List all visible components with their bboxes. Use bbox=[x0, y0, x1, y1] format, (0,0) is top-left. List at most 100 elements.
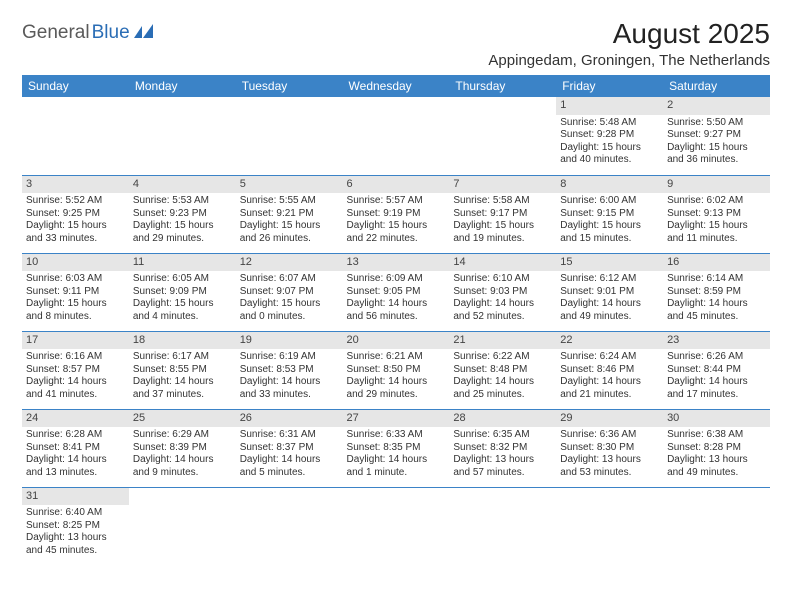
day-line-d1: Daylight: 15 hours bbox=[667, 220, 766, 233]
flag-icon bbox=[134, 24, 154, 43]
day-number: 7 bbox=[449, 176, 556, 194]
day-line-sr: Sunrise: 6:40 AM bbox=[26, 507, 125, 520]
day-line-ss: Sunset: 9:11 PM bbox=[26, 286, 125, 299]
day-number: 13 bbox=[343, 254, 450, 272]
day-line-d2: and 45 minutes. bbox=[26, 545, 125, 558]
day-line-ss: Sunset: 9:28 PM bbox=[560, 129, 659, 142]
day-content: Sunrise: 6:40 AMSunset: 8:25 PMDaylight:… bbox=[22, 505, 129, 559]
day-number: 5 bbox=[236, 176, 343, 194]
day-line-d1: Daylight: 14 hours bbox=[667, 298, 766, 311]
day-number: 3 bbox=[22, 176, 129, 194]
day-line-ss: Sunset: 9:03 PM bbox=[453, 286, 552, 299]
day-line-ss: Sunset: 8:35 PM bbox=[347, 442, 446, 455]
day-line-ss: Sunset: 9:25 PM bbox=[26, 208, 125, 221]
day-number: 28 bbox=[449, 410, 556, 428]
calendar-cell: 15Sunrise: 6:12 AMSunset: 9:01 PMDayligh… bbox=[556, 253, 663, 331]
calendar-cell bbox=[343, 97, 450, 175]
day-content: Sunrise: 5:50 AMSunset: 9:27 PMDaylight:… bbox=[663, 115, 770, 169]
calendar-cell bbox=[236, 97, 343, 175]
day-content: Sunrise: 6:03 AMSunset: 9:11 PMDaylight:… bbox=[22, 271, 129, 325]
calendar-cell bbox=[129, 487, 236, 565]
day-line-d2: and 52 minutes. bbox=[453, 311, 552, 324]
calendar-cell: 4Sunrise: 5:53 AMSunset: 9:23 PMDaylight… bbox=[129, 175, 236, 253]
day-content: Sunrise: 6:36 AMSunset: 8:30 PMDaylight:… bbox=[556, 427, 663, 481]
day-header: Saturday bbox=[663, 75, 770, 97]
day-line-sr: Sunrise: 6:29 AM bbox=[133, 429, 232, 442]
day-number: 21 bbox=[449, 332, 556, 350]
day-line-d2: and 49 minutes. bbox=[560, 311, 659, 324]
day-line-d1: Daylight: 14 hours bbox=[453, 298, 552, 311]
day-line-sr: Sunrise: 5:58 AM bbox=[453, 195, 552, 208]
day-content: Sunrise: 5:55 AMSunset: 9:21 PMDaylight:… bbox=[236, 193, 343, 247]
calendar-week-row: 31Sunrise: 6:40 AMSunset: 8:25 PMDayligh… bbox=[22, 487, 770, 565]
day-line-sr: Sunrise: 6:31 AM bbox=[240, 429, 339, 442]
day-number: 18 bbox=[129, 332, 236, 350]
calendar-cell: 3Sunrise: 5:52 AMSunset: 9:25 PMDaylight… bbox=[22, 175, 129, 253]
day-line-ss: Sunset: 9:17 PM bbox=[453, 208, 552, 221]
day-line-sr: Sunrise: 6:17 AM bbox=[133, 351, 232, 364]
day-line-sr: Sunrise: 5:48 AM bbox=[560, 117, 659, 130]
day-content: Sunrise: 6:29 AMSunset: 8:39 PMDaylight:… bbox=[129, 427, 236, 481]
calendar-cell: 7Sunrise: 5:58 AMSunset: 9:17 PMDaylight… bbox=[449, 175, 556, 253]
day-line-ss: Sunset: 9:27 PM bbox=[667, 129, 766, 142]
calendar-cell: 5Sunrise: 5:55 AMSunset: 9:21 PMDaylight… bbox=[236, 175, 343, 253]
day-number: 20 bbox=[343, 332, 450, 350]
day-line-d1: Daylight: 14 hours bbox=[240, 454, 339, 467]
day-line-sr: Sunrise: 5:57 AM bbox=[347, 195, 446, 208]
day-content: Sunrise: 6:26 AMSunset: 8:44 PMDaylight:… bbox=[663, 349, 770, 403]
day-content: Sunrise: 5:52 AMSunset: 9:25 PMDaylight:… bbox=[22, 193, 129, 247]
day-line-d1: Daylight: 13 hours bbox=[667, 454, 766, 467]
day-line-d2: and 37 minutes. bbox=[133, 389, 232, 402]
day-line-ss: Sunset: 8:30 PM bbox=[560, 442, 659, 455]
calendar-cell: 19Sunrise: 6:19 AMSunset: 8:53 PMDayligh… bbox=[236, 331, 343, 409]
day-line-d2: and 41 minutes. bbox=[26, 389, 125, 402]
day-number: 27 bbox=[343, 410, 450, 428]
day-line-d2: and 13 minutes. bbox=[26, 467, 125, 480]
day-content: Sunrise: 6:07 AMSunset: 9:07 PMDaylight:… bbox=[236, 271, 343, 325]
day-header: Thursday bbox=[449, 75, 556, 97]
day-line-d2: and 21 minutes. bbox=[560, 389, 659, 402]
day-number: 24 bbox=[22, 410, 129, 428]
day-content: Sunrise: 5:57 AMSunset: 9:19 PMDaylight:… bbox=[343, 193, 450, 247]
day-line-d1: Daylight: 14 hours bbox=[240, 376, 339, 389]
day-line-sr: Sunrise: 5:50 AM bbox=[667, 117, 766, 130]
day-content: Sunrise: 6:28 AMSunset: 8:41 PMDaylight:… bbox=[22, 427, 129, 481]
day-line-d2: and 33 minutes. bbox=[26, 233, 125, 246]
day-line-d1: Daylight: 15 hours bbox=[667, 142, 766, 155]
day-header: Friday bbox=[556, 75, 663, 97]
calendar-cell: 24Sunrise: 6:28 AMSunset: 8:41 PMDayligh… bbox=[22, 409, 129, 487]
day-number: 31 bbox=[22, 488, 129, 506]
day-number: 8 bbox=[556, 176, 663, 194]
day-line-d1: Daylight: 14 hours bbox=[347, 376, 446, 389]
day-content: Sunrise: 6:16 AMSunset: 8:57 PMDaylight:… bbox=[22, 349, 129, 403]
day-line-ss: Sunset: 8:28 PM bbox=[667, 442, 766, 455]
day-number: 30 bbox=[663, 410, 770, 428]
day-line-sr: Sunrise: 5:53 AM bbox=[133, 195, 232, 208]
day-line-d2: and 19 minutes. bbox=[453, 233, 552, 246]
day-line-ss: Sunset: 8:50 PM bbox=[347, 364, 446, 377]
calendar-cell bbox=[343, 487, 450, 565]
calendar-cell: 20Sunrise: 6:21 AMSunset: 8:50 PMDayligh… bbox=[343, 331, 450, 409]
day-line-d1: Daylight: 15 hours bbox=[240, 220, 339, 233]
day-line-d1: Daylight: 14 hours bbox=[26, 454, 125, 467]
day-line-d1: Daylight: 15 hours bbox=[133, 298, 232, 311]
day-header: Wednesday bbox=[343, 75, 450, 97]
calendar-cell bbox=[556, 487, 663, 565]
day-line-d1: Daylight: 15 hours bbox=[560, 220, 659, 233]
day-line-ss: Sunset: 9:15 PM bbox=[560, 208, 659, 221]
calendar-cell: 17Sunrise: 6:16 AMSunset: 8:57 PMDayligh… bbox=[22, 331, 129, 409]
day-line-d2: and 40 minutes. bbox=[560, 154, 659, 167]
day-content: Sunrise: 6:21 AMSunset: 8:50 PMDaylight:… bbox=[343, 349, 450, 403]
day-content: Sunrise: 6:22 AMSunset: 8:48 PMDaylight:… bbox=[449, 349, 556, 403]
day-content: Sunrise: 6:14 AMSunset: 8:59 PMDaylight:… bbox=[663, 271, 770, 325]
day-line-d2: and 0 minutes. bbox=[240, 311, 339, 324]
day-line-ss: Sunset: 9:21 PM bbox=[240, 208, 339, 221]
day-content: Sunrise: 6:12 AMSunset: 9:01 PMDaylight:… bbox=[556, 271, 663, 325]
day-line-d1: Daylight: 14 hours bbox=[560, 298, 659, 311]
day-number: 4 bbox=[129, 176, 236, 194]
day-line-ss: Sunset: 8:59 PM bbox=[667, 286, 766, 299]
calendar-cell: 11Sunrise: 6:05 AMSunset: 9:09 PMDayligh… bbox=[129, 253, 236, 331]
day-line-d2: and 33 minutes. bbox=[240, 389, 339, 402]
day-line-ss: Sunset: 9:01 PM bbox=[560, 286, 659, 299]
day-line-ss: Sunset: 8:44 PM bbox=[667, 364, 766, 377]
